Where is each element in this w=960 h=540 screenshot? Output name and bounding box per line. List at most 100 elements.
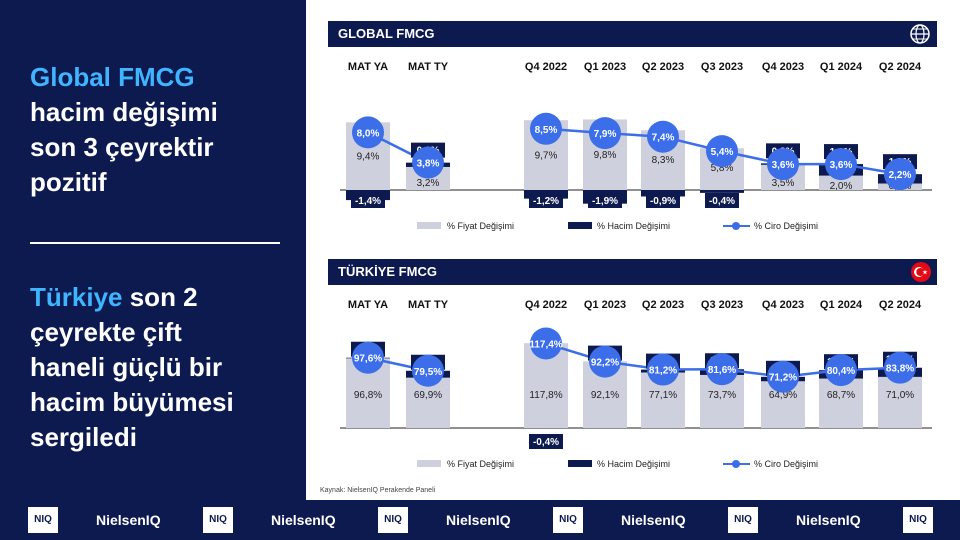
headline-turkey-line: sergiledi — [30, 422, 137, 452]
legend-volume-label: % Hacim Değişimi — [597, 221, 670, 231]
headline-turkey-line: hacim büyümesi — [30, 387, 234, 417]
category-label: Q2 2024 — [879, 299, 922, 311]
volume-bar — [700, 190, 744, 193]
headline-global-line: pozitif — [30, 167, 107, 197]
ciro-marker — [767, 360, 799, 393]
volume-label-box — [705, 193, 739, 208]
legend-ciro-marker — [732, 460, 740, 468]
ciro-label: 3,8% — [417, 159, 440, 170]
volume-label: -1,9% — [592, 196, 618, 207]
price-bar — [819, 378, 863, 428]
category-label: Q2 2024 — [879, 61, 922, 73]
price-label: 9,8% — [594, 150, 617, 161]
ciro-marker — [589, 117, 621, 150]
legend-price-label: % Fiyat Değişimi — [447, 221, 514, 231]
nielseniq-logo-text: NielsenIQ — [796, 512, 861, 528]
niq-logo-badge: NIQ — [378, 507, 408, 533]
category-label: MAT TY — [408, 61, 449, 73]
ciro-marker — [352, 341, 384, 374]
ciro-marker — [825, 354, 857, 387]
headline-turkey: Türkiye son 2 çeyrekte çift haneli güçlü… — [30, 280, 234, 455]
legend-ciro-label: % Ciro Değişimi — [754, 459, 818, 469]
ciro-marker — [412, 146, 444, 179]
price-label: 96,8% — [354, 390, 382, 401]
ciro-label: 117,4% — [529, 339, 562, 350]
category-label: Q1 2023 — [584, 61, 626, 73]
footer — [0, 500, 960, 540]
turkey-flag-icon — [910, 261, 932, 283]
price-label: 8,3% — [652, 155, 675, 166]
category-label: MAT YA — [348, 299, 388, 311]
ciro-label: 5,4% — [711, 147, 734, 158]
global-chart-header: GLOBAL FMCG — [328, 21, 937, 47]
ciro-label: 80,4% — [827, 366, 855, 377]
category-label: Q1 2023 — [584, 299, 626, 311]
headline-global-accent: Global FMCG — [30, 62, 195, 92]
niq-logo-badge: NIQ — [28, 507, 58, 533]
nielseniq-logo-text: NielsenIQ — [96, 512, 161, 528]
category-label: Q1 2024 — [820, 299, 863, 311]
nielseniq-logo-text: NielsenIQ — [271, 512, 336, 528]
category-label: MAT TY — [408, 299, 449, 311]
ciro-marker — [589, 345, 621, 378]
category-label: MAT YA — [348, 61, 388, 73]
volume-label-box — [529, 434, 563, 449]
legend-ciro-marker — [732, 222, 740, 230]
category-label: Q4 2022 — [525, 61, 567, 73]
ciro-label: 7,4% — [652, 133, 675, 144]
nielseniq-logo-text: NielsenIQ — [621, 512, 686, 528]
legend-price-swatch — [417, 460, 441, 467]
ciro-label: 79,5% — [414, 367, 442, 378]
turkey-chart-header: TÜRKİYE FMCG — [328, 259, 937, 285]
ciro-marker — [706, 135, 738, 168]
ciro-marker — [884, 158, 916, 191]
ciro-marker — [530, 112, 562, 145]
ciro-marker — [884, 351, 916, 384]
price-label: 68,7% — [827, 390, 855, 401]
price-label: 92,1% — [591, 390, 619, 401]
ciro-label: 71,2% — [769, 373, 797, 384]
category-label: Q2 2023 — [642, 61, 684, 73]
volume-label-box — [351, 193, 385, 208]
ciro-marker — [706, 353, 738, 386]
headline-turkey-rest: son 2 — [122, 282, 198, 312]
headline-global-line: son 3 çeyrektir — [30, 132, 214, 162]
category-label: Q1 2024 — [820, 61, 863, 73]
volume-label-box — [529, 193, 563, 208]
price-label: 77,1% — [649, 390, 677, 401]
legend-volume-label: % Hacim Değişimi — [597, 459, 670, 469]
price-label: 73,7% — [708, 390, 736, 401]
left-panel — [0, 0, 306, 500]
ciro-label: 3,6% — [772, 160, 795, 171]
turkey-fmcg-chart: MAT YA MAT TY Q4 2022 Q1 2023 Q2 2023 Q3 2023… — [340, 299, 932, 469]
ciro-marker — [352, 116, 384, 149]
legend-volume-swatch — [568, 460, 592, 467]
niq-logo-badge: NIQ — [903, 507, 933, 533]
volume-label: -0,4% — [533, 437, 559, 448]
ciro-label: 83,8% — [886, 364, 914, 375]
category-label: Q4 2023 — [762, 61, 804, 73]
category-label: Q3 2023 — [701, 61, 743, 73]
niq-logo-badge: NIQ — [728, 507, 758, 533]
volume-label: -0,9% — [650, 196, 676, 207]
headline-turkey-line: çeyrekte çift — [30, 317, 182, 347]
turkey-chart-title: TÜRKİYE FMCG — [338, 264, 437, 279]
legend-volume-swatch — [568, 222, 592, 229]
category-label: Q4 2022 — [525, 299, 567, 311]
ciro-label: 81,2% — [649, 366, 677, 377]
price-label: 5,8% — [711, 163, 734, 174]
price-label: 71,0% — [886, 390, 914, 401]
niq-logo-badge: NIQ — [203, 507, 233, 533]
ciro-label: 81,6% — [708, 365, 736, 376]
price-label: 2,0% — [830, 181, 853, 192]
volume-label: -1,4% — [355, 196, 381, 207]
price-bar — [878, 376, 922, 428]
headline-global: Global FMCG hacim değişimi son 3 çeyrekt… — [30, 60, 218, 200]
globe-icon — [909, 23, 931, 45]
price-label: 3,5% — [772, 178, 795, 189]
global-chart-title: GLOBAL FMCG — [338, 26, 435, 41]
headline-turkey-accent: Türkiye — [30, 282, 123, 312]
legend-price-swatch — [417, 222, 441, 229]
ciro-label: 97,6% — [354, 354, 382, 365]
ciro-marker — [647, 353, 679, 386]
